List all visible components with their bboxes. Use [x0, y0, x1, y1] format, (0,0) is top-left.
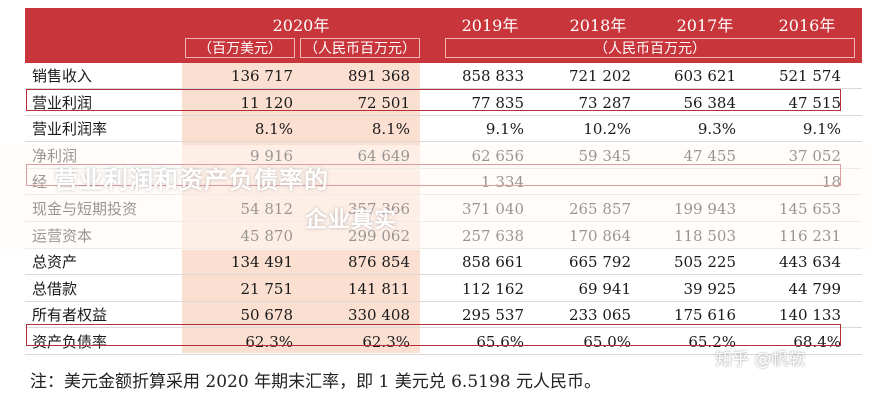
header-unit-rmb-2020: （人民币百万元） [300, 38, 420, 58]
overlay-title-line2: 企业真实 [305, 208, 398, 233]
cell-c2017: 56 384 [683, 94, 737, 112]
cell-c2019: 9.1% [485, 120, 524, 138]
cell-c2019: 112 162 [461, 280, 524, 298]
cell-usd: 21 751 [240, 280, 294, 298]
cell-usd: 136 717 [230, 67, 293, 85]
cell-c2020: 8.1% [371, 120, 410, 138]
cell-c2016: 9.1% [802, 120, 841, 138]
cell-c2016: 68.4% [793, 333, 841, 351]
cell-c2020: 876 854 [347, 253, 410, 271]
cell-c2019: 77 835 [471, 94, 525, 112]
cell-c2016: 521 574 [778, 67, 841, 85]
cell-c2020: 62.3% [362, 333, 410, 351]
header-unit-rmb-span: （人民币百万元） [445, 38, 855, 58]
cell-c2017: 39 925 [683, 280, 737, 298]
cell-c2020: 141 811 [347, 280, 410, 298]
title-overlay-band [0, 145, 872, 250]
row-label: 营业利润 [32, 94, 93, 112]
cell-c2016: 47 515 [788, 94, 842, 112]
cell-c2019: 295 537 [461, 306, 524, 324]
watermark: 知乎 @帆软 [715, 350, 806, 370]
header-year-2018: 2018年 [569, 16, 627, 35]
header-year-2020: 2020年 [272, 16, 330, 35]
row-label: 销售收入 [32, 67, 93, 85]
cell-c2017: 65.2% [688, 333, 736, 351]
overlay-title-line1: 营业利润和资产负债率的 [54, 166, 329, 194]
table-header-band [25, 8, 862, 63]
row-divider [25, 327, 862, 328]
cell-c2020: 891 368 [347, 67, 410, 85]
row-label: 资产负债率 [32, 333, 108, 351]
cell-usd: 134 491 [230, 253, 293, 271]
header-year-2017: 2017年 [676, 16, 734, 35]
cell-c2018: 65.0% [583, 333, 631, 351]
cell-usd: 62.3% [245, 333, 293, 351]
row-divider [25, 141, 862, 142]
row-label: 总资产 [32, 253, 78, 271]
cell-c2017: 9.3% [697, 120, 736, 138]
highlight-row-operating-profit [26, 89, 841, 111]
cell-c2017: 603 621 [673, 67, 736, 85]
cell-c2017: 175 616 [673, 306, 736, 324]
cell-c2018: 233 065 [568, 306, 631, 324]
cell-c2019: 858 833 [461, 67, 524, 85]
row-label: 营业利润率 [32, 120, 108, 138]
cell-c2019: 65.6% [476, 333, 524, 351]
cell-c2018: 721 202 [568, 67, 631, 85]
header-year-2016: 2016年 [778, 16, 836, 35]
cell-c2017: 505 225 [673, 253, 736, 271]
cell-usd: 11 120 [240, 94, 294, 112]
cell-c2020: 72 501 [357, 94, 411, 112]
cell-c2018: 73 287 [578, 94, 632, 112]
row-label: 总借款 [32, 280, 78, 298]
cell-c2016: 44 799 [788, 280, 842, 298]
header-year-2019: 2019年 [461, 16, 519, 35]
cell-c2016: 140 133 [778, 306, 841, 324]
footnote: 注：美元金额折算采用 2020 年期末汇率，即 1 美元兑 6.5198 元人民… [30, 372, 601, 392]
cell-usd: 50 678 [240, 306, 294, 324]
row-label: 所有者权益 [32, 306, 108, 324]
cell-usd: 8.1% [254, 120, 293, 138]
cell-c2018: 10.2% [583, 120, 631, 138]
cell-c2016: 443 634 [778, 253, 841, 271]
row-divider [25, 274, 862, 275]
row-divider [25, 301, 862, 302]
cell-c2019: 858 661 [461, 253, 524, 271]
header-unit-usd: （百万美元） [185, 38, 295, 58]
row-divider [25, 115, 862, 116]
cell-c2020: 330 408 [347, 306, 410, 324]
highlight-row-debt-ratio [26, 324, 841, 346]
cell-c2018: 69 941 [578, 280, 632, 298]
row-divider [25, 354, 862, 355]
cell-c2018: 665 792 [568, 253, 631, 271]
row-divider [25, 88, 862, 89]
